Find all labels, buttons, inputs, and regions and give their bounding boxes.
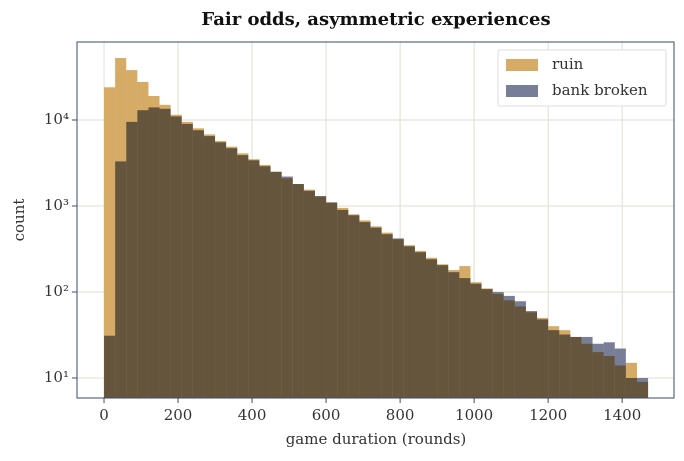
bar: [592, 343, 604, 398]
bar: [481, 289, 493, 398]
bar: [614, 348, 626, 398]
bar: [492, 291, 504, 398]
bar: [603, 342, 615, 398]
bar: [126, 121, 138, 398]
x-tick-label: 0: [99, 406, 109, 424]
bars: [104, 58, 649, 399]
bar: [148, 107, 160, 398]
bar: [203, 136, 216, 398]
bar: [248, 160, 260, 398]
y-axis-label: count: [10, 199, 28, 242]
bar: [514, 301, 526, 398]
x-tick-label: 1000: [455, 406, 493, 424]
x-tick-label: 800: [386, 406, 415, 424]
bar: [326, 202, 338, 398]
bar: [548, 330, 560, 398]
bar: [259, 166, 271, 398]
bar: [104, 87, 116, 398]
legend-label: bank broken: [552, 81, 648, 99]
bar: [292, 184, 304, 398]
bar: [581, 336, 593, 398]
y-tick-label: 10¹: [44, 368, 69, 386]
legend-label: ruin: [552, 55, 584, 73]
bar: [625, 377, 637, 398]
bar: [559, 334, 571, 398]
x-tick-label: 1400: [603, 406, 641, 424]
bar: [337, 209, 349, 398]
x-tick-label: 1200: [529, 406, 567, 424]
bar: [459, 278, 471, 398]
bar: [215, 142, 227, 398]
bar: [270, 171, 282, 398]
bar: [115, 161, 127, 398]
bar: [426, 259, 438, 398]
bar: [170, 116, 182, 398]
bar: [303, 190, 315, 398]
bar: [503, 295, 515, 398]
x-tick-label: 600: [312, 406, 341, 424]
y-tick-label: 10⁴: [44, 110, 69, 128]
bar: [181, 123, 193, 398]
legend-swatch: [506, 85, 538, 97]
bar: [159, 108, 171, 398]
bar: [359, 222, 371, 398]
bar: [448, 272, 460, 398]
bar: [226, 148, 238, 398]
bar: [636, 377, 649, 398]
bar: [414, 252, 427, 398]
bar: [237, 155, 249, 398]
x-tick-label: 400: [238, 406, 267, 424]
y-tick-label: 10²: [44, 282, 69, 300]
bar: [381, 234, 393, 398]
bar: [470, 283, 482, 398]
bar: [525, 311, 538, 398]
chart-title: Fair odds, asymmetric experiences: [201, 9, 550, 30]
bar: [537, 319, 549, 398]
bar: [403, 246, 415, 398]
legend-swatch: [506, 59, 538, 71]
x-tick-label: 200: [164, 406, 193, 424]
bar: [137, 110, 149, 398]
y-tick-label: 10³: [44, 196, 69, 214]
plot-frame: [76, 41, 675, 399]
bar: [281, 176, 293, 398]
bar: [370, 227, 382, 398]
bar: [392, 238, 404, 398]
bar: [104, 335, 116, 398]
bar: [570, 336, 582, 398]
bar: [437, 265, 449, 398]
bar: [314, 196, 327, 398]
bar: [348, 215, 360, 398]
x-axis-label: game duration (rounds): [286, 430, 467, 448]
legend-box: [497, 49, 667, 107]
bar: [192, 130, 204, 399]
